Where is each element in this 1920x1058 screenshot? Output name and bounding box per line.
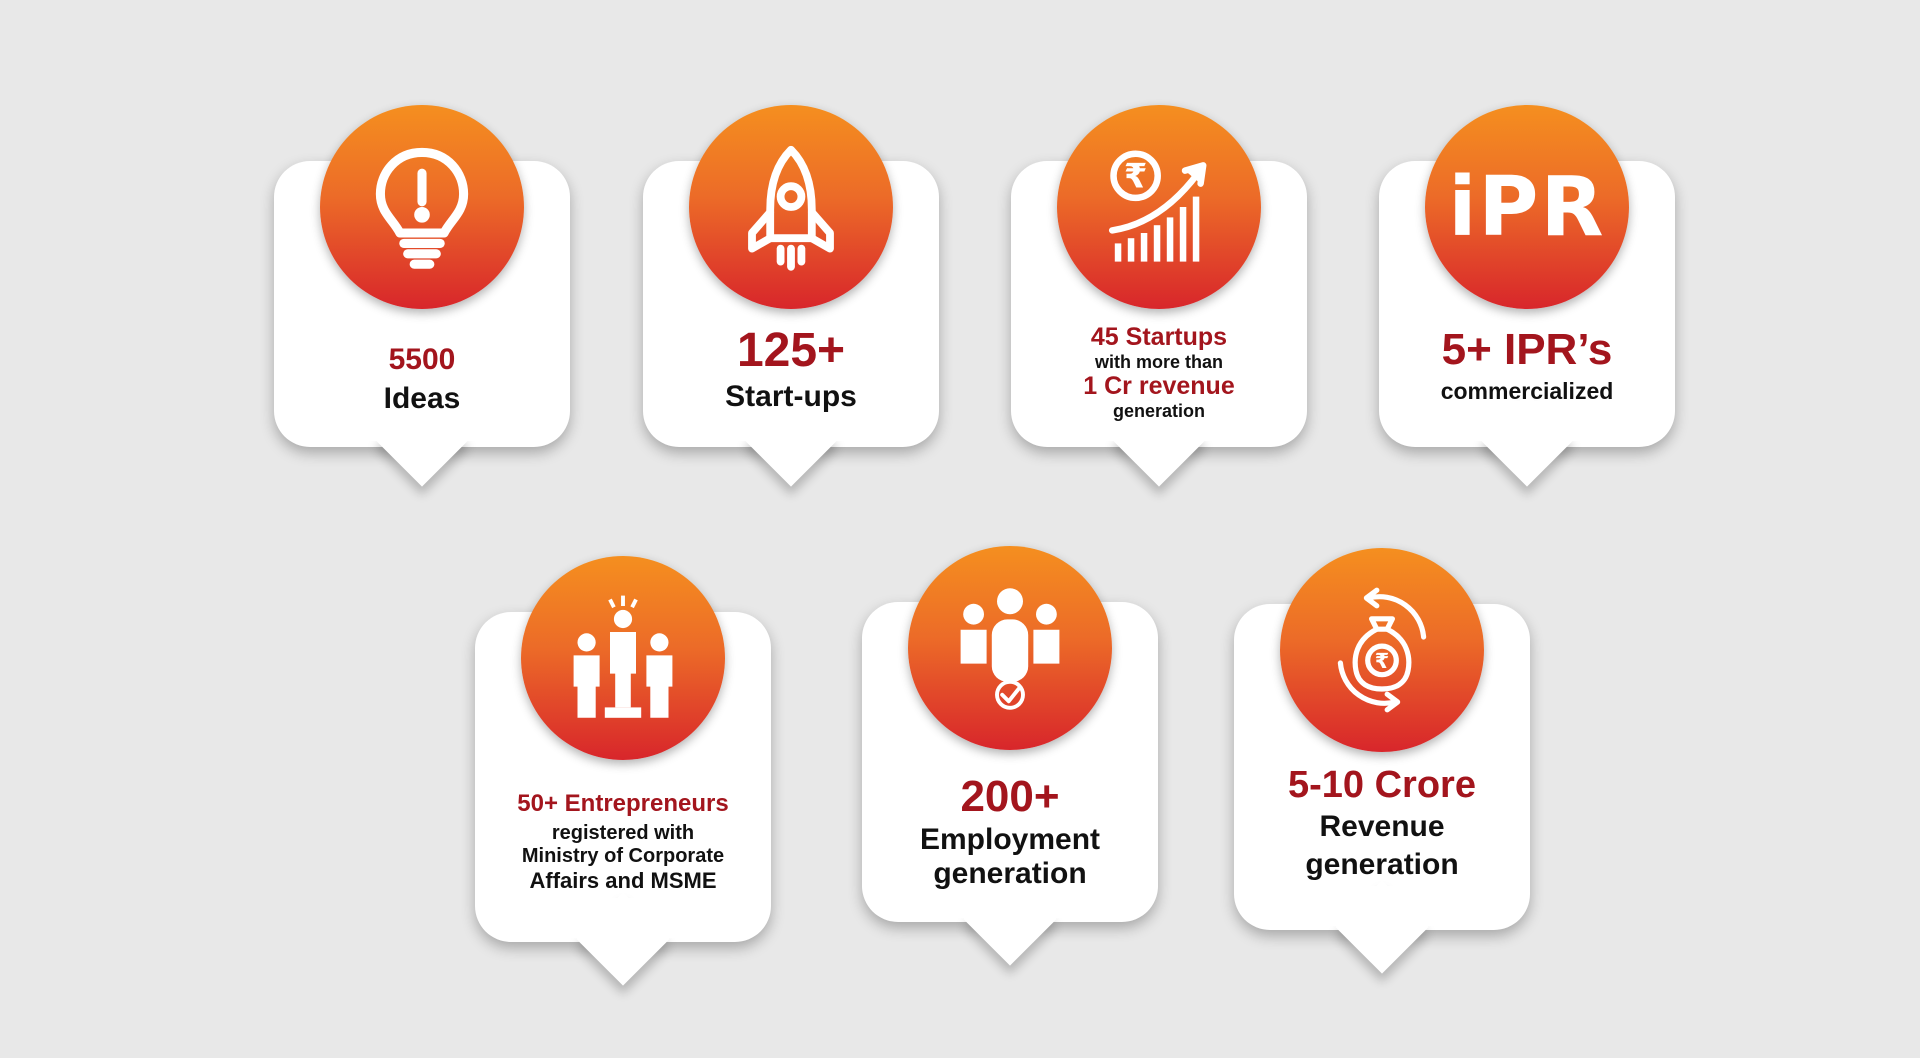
rocket-icon [689,105,893,309]
money-bag-cycle-icon: ₹ [1280,548,1484,752]
svg-text:₹: ₹ [1124,157,1148,196]
stat-card-employment: 200+ Employment generation [862,546,1158,986]
stat-label-secondary: generation [1112,401,1205,422]
stat-label-line2: generation [933,857,1087,891]
stat-label: commercialized [1440,377,1614,404]
stat-value: 45 Startups [1090,323,1228,351]
stat-label: Ideas [383,381,461,415]
stat-card-ideas: 5500 Ideas [274,105,570,495]
svg-text:₹: ₹ [1375,649,1389,673]
employment-group-icon [908,546,1112,750]
stat-label: registered with [551,821,695,844]
stat-card-entrepreneurs: 50+ Entrepreneurs registered with Minist… [475,556,771,996]
stat-label-line2: Ministry of Corporate [521,844,725,867]
revenue-growth-icon: ₹ [1057,105,1261,309]
entrepreneurs-icon [521,556,725,760]
stat-card-ipr: iPR 5+ IPR’s commercialized [1379,105,1675,495]
stat-label: Revenue [1319,809,1445,843]
lightbulb-icon [320,105,524,309]
stat-value: 5500 [388,343,456,376]
stat-label: Start-ups [725,380,857,414]
stat-label: with more than [1094,351,1223,372]
stat-value: 5+ IPR’s [1441,325,1613,374]
ipr-icon: iPR [1425,105,1629,309]
stat-card-revenue: ₹ 5-10 Crore Revenue generation [1234,548,1530,988]
stat-value-secondary: 1 Cr revenue [1083,372,1235,401]
stat-value: 5-10 Crore [1288,764,1476,806]
stat-value: 50+ Entrepreneurs [517,790,729,817]
stat-label: Employment [919,822,1101,856]
stat-card-revenue-startups: ₹ 45 Startups with more than 1 Cr revenu… [1011,105,1307,495]
stat-value: 125+ [736,324,846,377]
stat-label-line3: Affairs and MSME [529,867,717,893]
stat-value: 200+ [960,772,1060,821]
stat-label-line2: generation [1305,848,1459,882]
stat-card-startups: 125+ Start-ups [643,105,939,495]
